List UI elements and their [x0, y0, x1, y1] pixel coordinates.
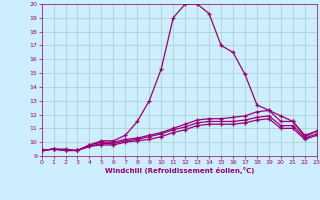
X-axis label: Windchill (Refroidissement éolien,°C): Windchill (Refroidissement éolien,°C): [105, 167, 254, 174]
